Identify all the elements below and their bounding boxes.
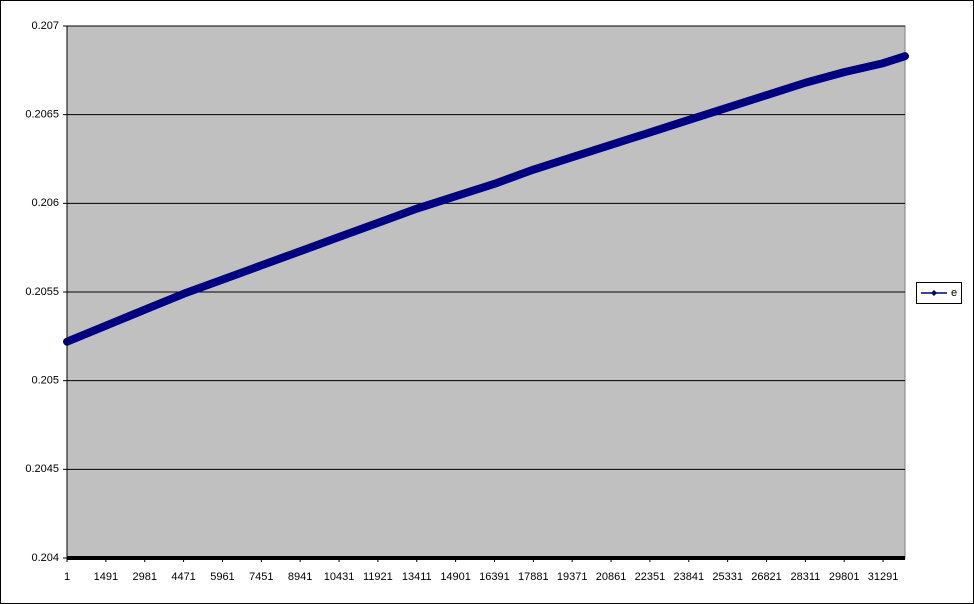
x-tick-label: 4471	[171, 571, 195, 583]
legend-label: e	[951, 287, 957, 299]
x-tick-label: 10431	[324, 571, 355, 583]
x-tick-label: 25331	[712, 571, 743, 583]
x-tick-label: 7451	[249, 571, 273, 583]
legend: e	[916, 282, 962, 304]
y-tick-label: 0.2065	[25, 109, 59, 121]
series-line	[63, 52, 909, 346]
x-tick-label: 16391	[479, 571, 510, 583]
x-tick-label: 17881	[518, 571, 549, 583]
x-tick-label: 1491	[94, 571, 118, 583]
x-tick-label: 29801	[829, 571, 860, 583]
y-tick-label: 0.2055	[25, 286, 59, 298]
x-tick-label: 31291	[868, 571, 899, 583]
legend-marker	[931, 290, 937, 296]
x-tick-label: 5961	[210, 571, 234, 583]
grid	[67, 25, 905, 559]
x-tick-label: 8941	[288, 571, 312, 583]
marks	[63, 52, 909, 346]
y-tick-label: 0.205	[31, 375, 59, 387]
x-tick-label: 20861	[596, 571, 627, 583]
x-tick-label: 19371	[557, 571, 588, 583]
y-tick-label: 0.206	[31, 197, 59, 209]
x-tick-label: 14901	[440, 571, 471, 583]
x-tick-label: 22351	[635, 571, 666, 583]
x-tick-label: 23841	[673, 571, 704, 583]
y-tick-label: 0.204	[31, 552, 59, 564]
x-tick-label: 2981	[132, 571, 156, 583]
x-tick-label: 28311	[790, 571, 820, 583]
x-tick-label: 13411	[402, 571, 432, 583]
y-tick-label: 0.207	[31, 20, 59, 32]
y-tick-label: 0.2045	[25, 463, 59, 475]
x-tick-label: 1	[64, 571, 70, 583]
x-tick-label: 11921	[363, 571, 393, 583]
x-tick-label: 26821	[751, 571, 782, 583]
